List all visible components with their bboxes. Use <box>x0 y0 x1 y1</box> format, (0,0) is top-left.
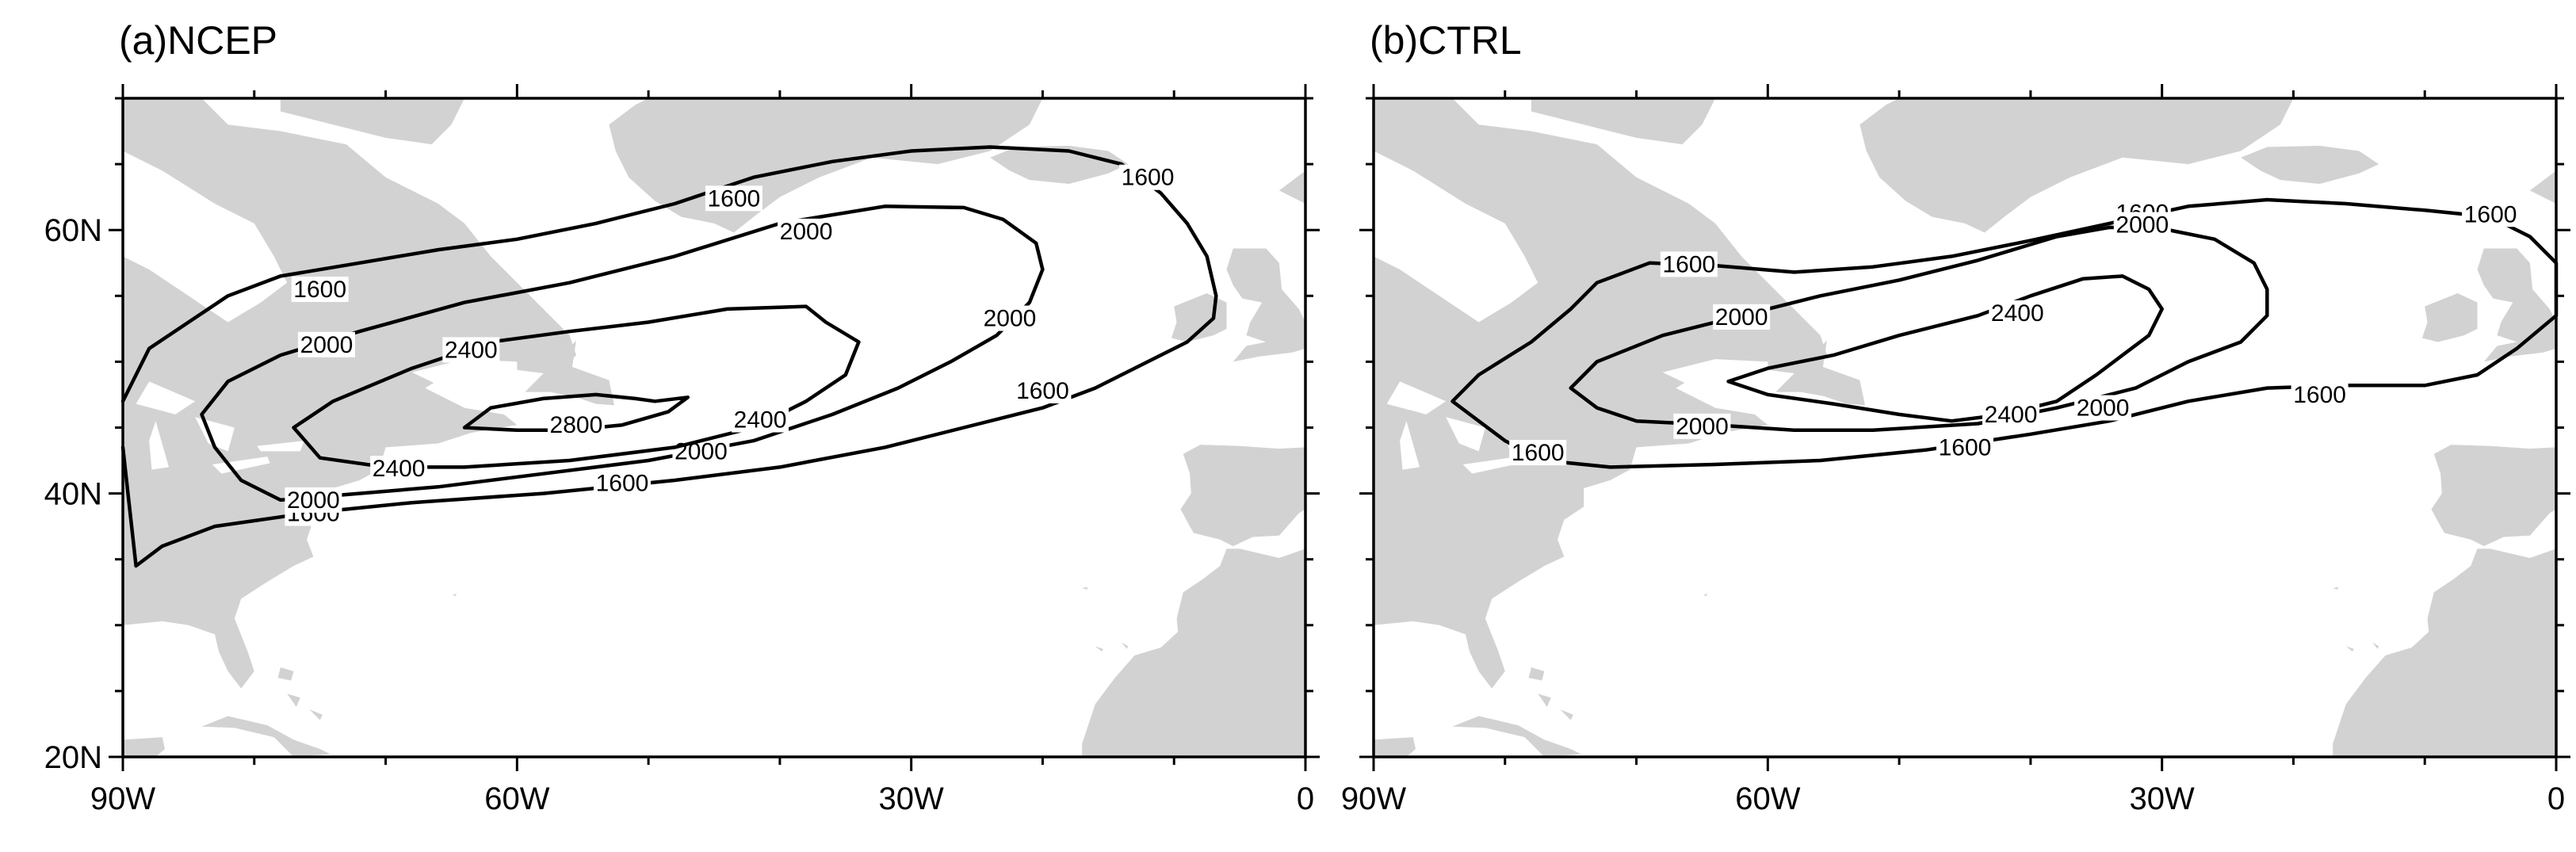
contour-label: 2400 <box>1985 402 2038 428</box>
x-tick-label: 0 <box>2547 781 2565 816</box>
panel-ctrl: (b)CTRL 16001600160016001600160020002000… <box>1341 18 2570 816</box>
contour-label: 1600 <box>293 277 346 303</box>
contour-label-bg <box>672 438 730 464</box>
y-tick-label: 60N <box>44 213 102 248</box>
panel-ncep: (a)NCEP 16001600160016001600160020002000… <box>44 18 1320 816</box>
contour-label-bg <box>705 185 762 212</box>
contour-label: 1600 <box>707 185 760 212</box>
contour-label: 1600 <box>1662 251 1715 277</box>
contour-label: 2400 <box>373 456 426 482</box>
contour-label-bg <box>1673 413 1731 439</box>
contour-layer: 1600160016001600160016002000200020002000… <box>120 145 1218 568</box>
contour-label: 2000 <box>2115 212 2169 239</box>
contour-label: 1600 <box>1016 378 1069 404</box>
contour-label: 1600 <box>1512 440 1565 466</box>
contour-label-bg <box>2462 201 2520 227</box>
contour-label: 2400 <box>445 337 498 363</box>
contour-label-bg <box>732 407 789 433</box>
contour-label-bg <box>981 305 1038 331</box>
x-tick-label: 0 <box>1297 781 1314 816</box>
contour-label: 1600 <box>2293 382 2346 408</box>
contour-label: 2000 <box>287 487 340 514</box>
x-tick-label: 90W <box>1341 781 1406 816</box>
contour-2400 <box>1726 274 2164 423</box>
contour-label-bg <box>547 412 605 438</box>
contour-layer: 1600160016001600160016002000200020002000… <box>1450 197 2559 469</box>
contour-label-bg <box>370 456 428 482</box>
contour-label-bg <box>297 331 355 357</box>
contour-label: 2000 <box>1676 414 1729 440</box>
x-tick-label: 30W <box>2130 781 2195 816</box>
contour-label-bg <box>442 337 500 363</box>
contour-label: 2000 <box>675 438 728 464</box>
contour-label: 2400 <box>734 407 787 434</box>
contour-label: 1600 <box>596 470 649 496</box>
contour-1600 <box>120 145 1218 568</box>
contour-label-bg <box>2074 395 2132 421</box>
contour-label: 2000 <box>1715 304 1768 330</box>
contour-label: 1600 <box>2464 201 2517 227</box>
contour-label-bg <box>291 276 349 302</box>
contour-label-bg <box>1660 251 1718 277</box>
contour-label: 2800 <box>550 412 603 438</box>
y-tick-label: 40N <box>44 477 102 512</box>
contour-label-bg <box>285 487 342 513</box>
contour-label-bg <box>1713 304 1771 330</box>
contour-label: 2000 <box>984 306 1037 332</box>
contour-2000 <box>1569 225 2269 433</box>
axis-layer: 90W 60W 30W 0 20N 40N 60N <box>44 84 1320 816</box>
contour-label: 2400 <box>1991 300 2044 327</box>
contour-label: 2000 <box>2077 395 2130 422</box>
contour-label: 1600 <box>1939 434 1992 460</box>
contour-2000 <box>200 204 1045 502</box>
contour-label-bg <box>1936 434 1993 460</box>
contour-label: 2000 <box>300 332 354 358</box>
contour-label-bg <box>1989 300 2047 326</box>
panel-title: (a)NCEP <box>119 18 277 63</box>
x-tick-label: 60W <box>1735 781 1800 816</box>
contour-label: 2000 <box>780 219 833 245</box>
x-tick-label: 60W <box>484 781 549 816</box>
contour-label-bg <box>1119 164 1177 190</box>
contour-label-bg <box>593 470 651 496</box>
contour-label-bg <box>2291 381 2349 407</box>
contour-label-bg <box>778 218 835 244</box>
x-tick-label: 90W <box>90 781 155 816</box>
panel-title: (b)CTRL <box>1370 18 1522 63</box>
land-mask <box>1374 98 2556 757</box>
contour-label-bg <box>1982 401 2040 427</box>
contour-label-bg <box>2113 212 2171 238</box>
contour-label-bg <box>1014 377 1072 403</box>
contour-label-bg <box>1509 440 1567 466</box>
y-tick-label: 20N <box>44 740 102 775</box>
axis-layer: 90W 60W 30W 0 <box>1341 84 2570 816</box>
x-tick-label: 30W <box>879 781 944 816</box>
contour-label: 1600 <box>1122 165 1175 191</box>
